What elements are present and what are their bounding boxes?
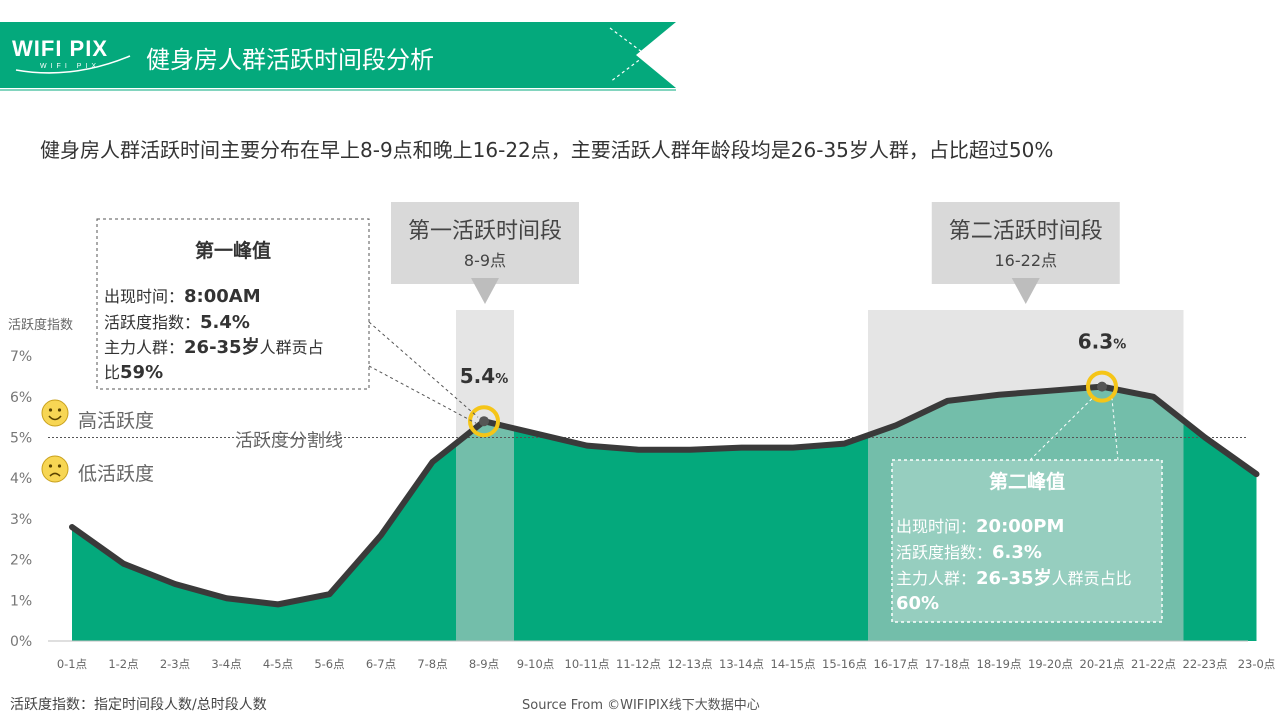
threshold-label: 活跃度分割线 <box>235 431 343 452</box>
x-tick-label: 13-14点 <box>719 657 764 671</box>
x-tick-label: 2-3点 <box>160 657 190 671</box>
footer-source: Source From ©WIFIPIX线下大数据中心 <box>522 698 760 713</box>
face-eye <box>48 464 53 468</box>
y-tick-label: 0% <box>10 634 32 650</box>
x-tick-label: 7-8点 <box>417 657 447 671</box>
face-eye <box>57 408 62 412</box>
peak-value-label: 6.3% <box>1078 330 1126 354</box>
period-pointer <box>1011 278 1040 304</box>
face-mouth <box>48 415 62 421</box>
peak-callout-title: 第一峰值 <box>195 239 271 262</box>
x-tick-label: 5-6点 <box>314 657 344 671</box>
period-range: 8-9点 <box>464 251 506 270</box>
peak-callout-index: 活跃度指数：5.4% <box>104 312 250 333</box>
period-range: 16-22点 <box>995 251 1058 270</box>
x-tick-label: 6-7点 <box>366 657 396 671</box>
period-title: 第一活跃时间段 <box>408 219 562 244</box>
active-period-band <box>868 310 1184 641</box>
x-tick-label: 15-16点 <box>822 657 867 671</box>
callout-connector <box>1029 398 1093 461</box>
x-tick-label: 1-2点 <box>108 657 138 671</box>
logo-subtext: WIFI PIX <box>40 63 100 70</box>
wifipix-logo: WIFI PIX WIFI PIX <box>12 36 132 78</box>
x-tick-label: 17-18点 <box>925 657 970 671</box>
peak-callout-title: 第二峰值 <box>989 470 1065 493</box>
y-tick-label: 7% <box>10 349 32 365</box>
banner-shape <box>0 22 676 91</box>
x-tick-label: 18-19点 <box>977 657 1022 671</box>
activity-line <box>69 383 1260 608</box>
logo-text: WIFI PIX <box>12 36 108 61</box>
x-tick-label: 20-21点 <box>1080 657 1125 671</box>
peak-value-label: 5.4% <box>460 364 508 388</box>
callout-connector <box>368 365 477 424</box>
face-circle <box>41 455 69 483</box>
y-tick-label: 4% <box>10 471 32 487</box>
peak-callout-group: 主力人群：26-35岁人群贡占比 <box>896 567 1132 589</box>
chart-subtitle: 健身房人群活跃时间主要分布在早上8-9点和晚上16-22点，主要活跃人群年龄段均… <box>40 138 1054 162</box>
period-label-box <box>931 202 1120 284</box>
footer-note: 活跃度指数：指定时间段人数/总时段人数 <box>10 697 267 713</box>
y-tick-label: 5% <box>10 431 32 447</box>
y-tick-label: 2% <box>10 553 32 569</box>
face-eye <box>48 408 53 412</box>
x-tick-label: 4-5点 <box>263 657 293 671</box>
x-tick-label: 10-11点 <box>565 657 610 671</box>
x-tick-label: 22-23点 <box>1183 657 1228 671</box>
peak-marker <box>1086 370 1118 403</box>
x-tick-label: 3-4点 <box>211 657 241 671</box>
peak-callout-time: 出现时间：20:00PM <box>896 516 1064 537</box>
x-tick-label: 16-17点 <box>874 657 919 671</box>
x-tick-label: 12-13点 <box>668 657 713 671</box>
y-tick-label: 6% <box>10 390 32 406</box>
peak-dot <box>479 416 489 427</box>
y-tick-label: 1% <box>10 593 32 609</box>
face-eye <box>57 464 62 468</box>
x-tick-label: 0-1点 <box>57 657 87 671</box>
peak-callout-share: 60% <box>896 593 939 614</box>
y-axis-label: 活跃度指数 <box>8 317 73 333</box>
x-tick-label: 8-9点 <box>469 657 499 671</box>
smile-face-icon <box>41 399 69 427</box>
x-tick-label: 14-15点 <box>771 657 816 671</box>
callout-connector <box>1111 398 1119 461</box>
x-tick-label: 23-0点 <box>1238 657 1276 671</box>
x-tick-label: 21-22点 <box>1131 657 1176 671</box>
sad-face-icon <box>41 455 69 483</box>
x-tick-label: 11-12点 <box>616 657 661 671</box>
peak-callout-time: 出现时间：8:00AM <box>104 286 261 307</box>
header-banner: WIFI PIX WIFI PIX 健身房人群活跃时间段分析 <box>0 0 1280 100</box>
period-pointer <box>471 278 499 304</box>
peak-callout-box <box>891 459 1163 623</box>
peak-callout-group: 主力人群：26-35岁人群贡占 <box>104 336 324 358</box>
x-tick-label: 9-10点 <box>517 657 555 671</box>
active-period-band <box>456 310 514 641</box>
peak-callout-share: 比59% <box>104 362 163 383</box>
peak-marker <box>468 405 500 438</box>
period-title: 第二活跃时间段 <box>949 219 1103 244</box>
face-circle <box>41 399 69 427</box>
peak-callout-index: 活跃度指数：6.3% <box>896 542 1042 563</box>
y-tick-label: 3% <box>10 512 32 528</box>
x-tick-label: 19-20点 <box>1028 657 1073 671</box>
peak-callout-box <box>96 218 370 390</box>
legend-low-label: 低活跃度 <box>78 463 154 485</box>
peak-dot <box>1097 381 1107 392</box>
legend-high-label: 高活跃度 <box>78 410 154 432</box>
face-mouth <box>49 472 61 477</box>
callout-connector <box>368 321 479 418</box>
period-label-box <box>391 202 579 284</box>
logo-swoosh-icon <box>15 55 131 74</box>
page-title: 健身房人群活跃时间段分析 <box>146 46 434 74</box>
